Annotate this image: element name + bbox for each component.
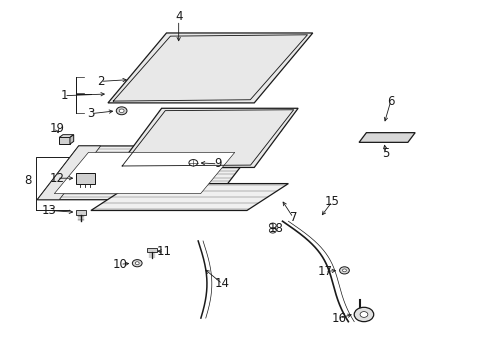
Text: 19: 19 [49,122,64,135]
Polygon shape [37,146,256,200]
Text: 3: 3 [87,107,94,120]
Text: 8: 8 [24,174,31,186]
Text: 7: 7 [289,211,296,224]
Circle shape [116,107,127,115]
Polygon shape [37,146,101,200]
Text: 14: 14 [215,278,229,291]
Polygon shape [54,152,234,194]
Bar [147,248,157,252]
Text: 5: 5 [382,147,389,159]
Polygon shape [358,133,414,142]
Text: 16: 16 [331,311,346,325]
Circle shape [359,312,367,318]
Bar [59,138,70,144]
Polygon shape [59,135,74,138]
Text: 17: 17 [317,265,332,278]
Circle shape [353,307,373,321]
Circle shape [339,267,348,274]
Text: 12: 12 [49,172,64,185]
Circle shape [132,260,142,267]
Circle shape [135,262,139,265]
Text: 18: 18 [268,222,283,235]
Text: 11: 11 [156,245,171,258]
Circle shape [188,159,197,166]
Bar [76,211,86,215]
Polygon shape [118,108,298,167]
Text: 6: 6 [386,95,394,108]
Circle shape [269,228,276,233]
Text: 15: 15 [324,195,339,208]
Polygon shape [91,184,288,211]
Text: 10: 10 [113,258,127,271]
Circle shape [342,269,346,272]
Polygon shape [108,33,312,103]
Text: 1: 1 [60,89,68,102]
Text: 13: 13 [42,204,57,217]
Text: 9: 9 [213,157,221,170]
Text: 4: 4 [175,10,182,23]
Text: 2: 2 [97,75,104,88]
Polygon shape [70,135,74,144]
Bar [76,173,95,184]
Circle shape [269,223,276,228]
Circle shape [119,109,124,113]
